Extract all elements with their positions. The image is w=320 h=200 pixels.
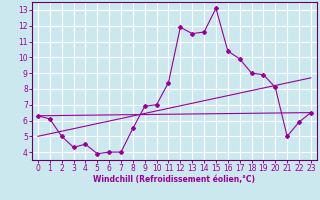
- X-axis label: Windchill (Refroidissement éolien,°C): Windchill (Refroidissement éolien,°C): [93, 175, 255, 184]
